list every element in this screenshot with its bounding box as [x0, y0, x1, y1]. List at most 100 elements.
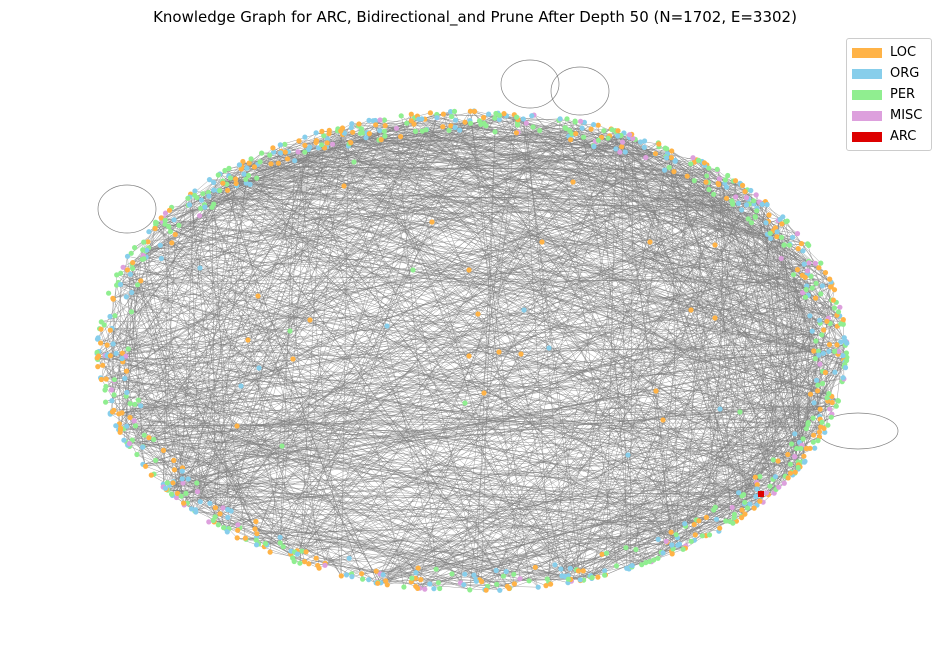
graph-node-per	[835, 398, 842, 404]
graph-node-per	[198, 205, 204, 211]
graph-node-per	[130, 265, 136, 272]
graph-node-org	[774, 229, 780, 235]
graph-node-org	[743, 202, 750, 208]
graph-node-org	[113, 350, 119, 356]
graph-node-loc	[467, 108, 473, 114]
graph-node-per	[838, 321, 844, 327]
graph-node-per	[449, 113, 455, 120]
graph-node-loc	[798, 241, 805, 247]
graph-node-per	[825, 422, 831, 428]
graph-node-per	[741, 492, 747, 498]
graph-node-loc	[511, 581, 517, 587]
graph-node-loc	[619, 144, 625, 150]
graph-node-per	[565, 576, 571, 582]
graph-node-org	[271, 149, 277, 155]
legend-swatch-misc	[852, 110, 882, 121]
graph-node-org	[625, 452, 631, 458]
graph-node-per	[153, 457, 159, 463]
graph-node-org	[642, 138, 648, 144]
graph-node-per	[259, 150, 265, 156]
graph-node-misc	[220, 505, 226, 511]
graph-node-loc	[254, 531, 260, 537]
graph-node-loc	[688, 307, 694, 313]
graph-node-misc	[763, 490, 770, 496]
graph-node-per	[544, 576, 550, 582]
graph-node-org	[637, 139, 644, 145]
graph-node-misc	[817, 361, 823, 367]
graph-node-org	[753, 493, 759, 500]
graph-node-loc	[599, 551, 605, 557]
graph-node-per	[132, 423, 139, 429]
graph-node-loc	[752, 474, 758, 480]
graph-node-per	[254, 175, 260, 181]
graph-node-org	[427, 581, 433, 587]
graph-node-loc	[384, 582, 390, 588]
graph-node-misc	[643, 154, 649, 161]
graph-node-per	[217, 187, 223, 194]
graph-node-per	[680, 546, 686, 552]
graph-node-org	[493, 567, 499, 574]
graph-node-misc	[630, 135, 636, 141]
graph-node-loc	[807, 445, 813, 451]
graph-node-per	[282, 141, 288, 147]
graph-node-loc	[415, 585, 421, 592]
graph-node-org	[801, 459, 808, 465]
graph-node-org	[759, 201, 765, 207]
graph-node-misc	[197, 213, 203, 219]
nodes-layer	[94, 108, 850, 593]
graph-node-per	[141, 239, 147, 245]
graph-node-org	[434, 115, 440, 121]
graph-node-per	[813, 338, 819, 344]
graph-node-loc	[267, 549, 273, 555]
graph-node-misc	[131, 418, 137, 424]
graph-node-org	[193, 509, 199, 515]
legend-item-arc: ARC	[852, 126, 925, 147]
graph-node-per	[745, 216, 751, 222]
graph-node-misc	[173, 494, 180, 501]
graph-node-loc	[543, 583, 549, 589]
graph-node-loc	[338, 128, 344, 134]
graph-node-per	[673, 532, 679, 538]
graph-node-per	[358, 126, 364, 132]
graph-node-loc	[448, 123, 454, 129]
graph-node-org	[452, 117, 459, 123]
graph-node-loc	[506, 585, 512, 592]
graph-node-org	[238, 383, 244, 389]
graph-node-org	[186, 202, 193, 208]
graph-node-per	[731, 515, 737, 521]
graph-node-per	[737, 409, 743, 415]
graph-node-loc	[315, 562, 321, 569]
graph-node-per	[742, 499, 748, 505]
graph-node-loc	[481, 390, 487, 396]
graph-node-loc	[660, 417, 666, 423]
graph-node-loc	[127, 414, 133, 421]
graph-node-per	[243, 176, 249, 182]
graph-node-loc	[375, 580, 381, 586]
graph-node-misc	[393, 125, 400, 131]
graph-node-org	[764, 202, 770, 208]
legend-item-loc: LOC	[852, 42, 925, 63]
graph-node-loc	[692, 532, 698, 538]
graph-node-org	[121, 437, 127, 443]
graph-node-loc	[233, 180, 239, 187]
graph-node-loc	[653, 388, 659, 394]
graph-node-org	[211, 187, 217, 193]
graph-node-org	[162, 485, 168, 491]
graph-node-per	[449, 571, 455, 577]
self-loop-edge	[97, 184, 157, 234]
graph-node-org	[416, 116, 422, 122]
graph-node-misc	[800, 290, 806, 296]
graph-node-misc	[781, 480, 787, 486]
graph-node-per	[819, 419, 825, 425]
graph-node-misc	[836, 348, 842, 354]
graph-node-per	[166, 224, 172, 230]
graph-node-misc	[123, 353, 129, 359]
graph-node-per	[132, 245, 138, 251]
graph-node-per	[467, 587, 473, 593]
graph-node-loc	[319, 128, 325, 134]
graph-node-misc	[716, 176, 723, 182]
graph-node-per	[134, 451, 140, 458]
graph-node-misc	[733, 194, 739, 200]
graph-node-misc	[126, 440, 133, 447]
